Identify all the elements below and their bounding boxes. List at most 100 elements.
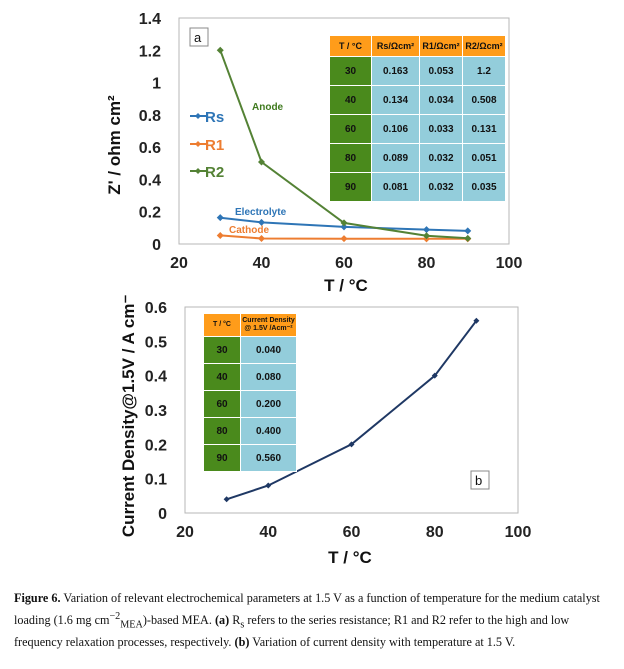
table-cell: 0.080 bbox=[240, 363, 297, 391]
x-tick-label: 80 bbox=[418, 255, 436, 272]
table-cell: 90 bbox=[203, 444, 241, 472]
chart-a: 00.20.40.60.811.21.4 20 40 60 80 100 a T / °… bbox=[105, 11, 522, 295]
legend-item-rs: Rs bbox=[190, 109, 224, 126]
annotation-anode: Anode bbox=[252, 102, 284, 113]
table-row: 90 0.081 0.032 0.035 bbox=[329, 172, 506, 202]
table-row: 40 0.134 0.034 0.508 bbox=[329, 85, 506, 115]
data-point bbox=[258, 218, 265, 226]
data-point bbox=[258, 158, 265, 166]
panel-label-a: a bbox=[194, 30, 202, 45]
figure-caption: Figure 6. Variation of relevant electroc… bbox=[14, 590, 614, 651]
x-tick-label: 100 bbox=[496, 255, 523, 272]
table-row: 80 0.089 0.032 0.051 bbox=[329, 143, 506, 173]
table-cell: 0.400 bbox=[240, 417, 297, 445]
y-tick-labels-b: 0 0.1 0.2 0.3 0.4 0.5 0.6 bbox=[145, 300, 167, 523]
caption-rs-sub: s bbox=[240, 619, 245, 631]
y-tick-label: 0.1 bbox=[145, 472, 167, 489]
table-cell: 60 bbox=[203, 390, 241, 418]
y-tick-label: 0.8 bbox=[139, 108, 161, 125]
y-tick-label: 0.2 bbox=[139, 205, 161, 222]
table-row: 90 0.560 bbox=[203, 444, 297, 472]
data-point bbox=[473, 317, 480, 324]
y-tick-label: 0.5 bbox=[145, 334, 167, 351]
table-cell: 40 bbox=[329, 85, 372, 115]
table-cell: 0.131 bbox=[462, 114, 506, 144]
x-tick-label: 60 bbox=[343, 524, 361, 541]
table-row: 30 0.163 0.053 1.2 bbox=[329, 56, 506, 86]
table-cell: 0.200 bbox=[240, 390, 297, 418]
x-tick-labels-a: 20 40 60 80 100 bbox=[170, 255, 522, 272]
data-point bbox=[423, 232, 430, 240]
data-point bbox=[258, 235, 265, 243]
table-row: 30 0.040 bbox=[203, 336, 297, 364]
table-cell: 0.051 bbox=[462, 143, 506, 173]
table-cell: 1.2 bbox=[462, 56, 506, 86]
y-tick-label: 1.2 bbox=[139, 43, 161, 60]
data-point bbox=[431, 372, 438, 379]
legend-a: Rs R1 R2 bbox=[190, 109, 224, 181]
table-cell: 60 bbox=[329, 114, 372, 144]
panel-label-box-b bbox=[470, 470, 490, 490]
table-cell: 0.034 bbox=[419, 85, 463, 115]
data-point bbox=[265, 482, 272, 489]
y-tick-label: 0 bbox=[152, 237, 161, 254]
table-cell: 0.032 bbox=[419, 172, 463, 202]
table-cell: 0.035 bbox=[462, 172, 506, 202]
table-cell: 0.560 bbox=[240, 444, 297, 472]
caption-a-label: (a) bbox=[214, 612, 230, 627]
series-group-b bbox=[223, 317, 480, 503]
data-table-a: T / °C Rs/Ωcm² R1/Ωcm² R2/Ωcm² 30 0.163 … bbox=[329, 35, 506, 202]
panel-label-box-a bbox=[189, 27, 209, 47]
data-point bbox=[216, 46, 224, 54]
annotation-electrolyte: Electrolyte bbox=[235, 207, 287, 218]
x-axis-title-b: T / °C bbox=[328, 548, 372, 567]
x-axis-title-a: T / °C bbox=[324, 276, 368, 295]
caption-text-4: refers to the series resistance; R1 and … bbox=[14, 612, 570, 649]
y-tick-label: 0.3 bbox=[145, 403, 167, 420]
table-a-header: Rs/Ωcm² bbox=[371, 35, 420, 57]
annotation-cathode: Cathode bbox=[229, 225, 269, 236]
legend-label-r1: R1 bbox=[205, 137, 224, 154]
panel-label-b: b bbox=[475, 473, 482, 488]
x-tick-label: 60 bbox=[335, 255, 353, 272]
legend-item-r2: R2 bbox=[190, 164, 224, 181]
table-cell: 90 bbox=[329, 172, 372, 202]
y-axis-title-a: Z' / ohm cm² bbox=[105, 95, 124, 195]
y-tick-label: 0.6 bbox=[139, 140, 161, 157]
table-a-header: R2/Ωcm² bbox=[462, 35, 506, 57]
table-row: 80 0.400 bbox=[203, 417, 297, 445]
data-point bbox=[340, 235, 348, 243]
table-cell: 0.040 bbox=[240, 336, 297, 364]
data-point bbox=[464, 234, 472, 242]
caption-text-3: R bbox=[229, 612, 241, 627]
table-cell: 0.053 bbox=[419, 56, 463, 86]
table-cell: 0.032 bbox=[419, 143, 463, 173]
y-tick-label: 0.4 bbox=[145, 369, 167, 386]
table-cell: 30 bbox=[329, 56, 372, 86]
caption-sup: −2 bbox=[109, 610, 121, 622]
data-point bbox=[216, 231, 224, 239]
x-tick-label: 20 bbox=[170, 255, 188, 272]
table-a-header: T / °C bbox=[329, 35, 372, 57]
caption-text-1: Variation of relevant electrochemical pa… bbox=[14, 591, 600, 627]
table-cell: 40 bbox=[203, 363, 241, 391]
x-tick-label: 40 bbox=[253, 255, 271, 272]
y-tick-label: 1 bbox=[152, 76, 161, 93]
y-tick-label: 0.2 bbox=[145, 437, 167, 454]
table-cell: 0.134 bbox=[371, 85, 420, 115]
x-tick-labels-b: 20 40 60 80 100 bbox=[176, 524, 531, 541]
y-tick-label: 1.4 bbox=[139, 11, 161, 28]
series-group-a bbox=[216, 46, 472, 243]
table-cell: 80 bbox=[203, 417, 241, 445]
data-point bbox=[223, 496, 230, 503]
table-b-header: T / °C bbox=[203, 313, 241, 337]
table-cell: 80 bbox=[329, 143, 372, 173]
table-cell: 0.033 bbox=[419, 114, 463, 144]
data-table-b: T / °C Current Density @ 1.5V /Acm⁻² 30 … bbox=[203, 313, 297, 472]
table-cell: 0.089 bbox=[371, 143, 420, 173]
table-cell: 0.163 bbox=[371, 56, 420, 86]
table-row: 60 0.106 0.033 0.131 bbox=[329, 114, 506, 144]
y-tick-label: 0.6 bbox=[145, 300, 167, 317]
chart-b: 00.10.20.30.40.50.6 20 40 60 80 100 b T / °C… bbox=[119, 295, 531, 567]
data-point bbox=[464, 227, 472, 235]
